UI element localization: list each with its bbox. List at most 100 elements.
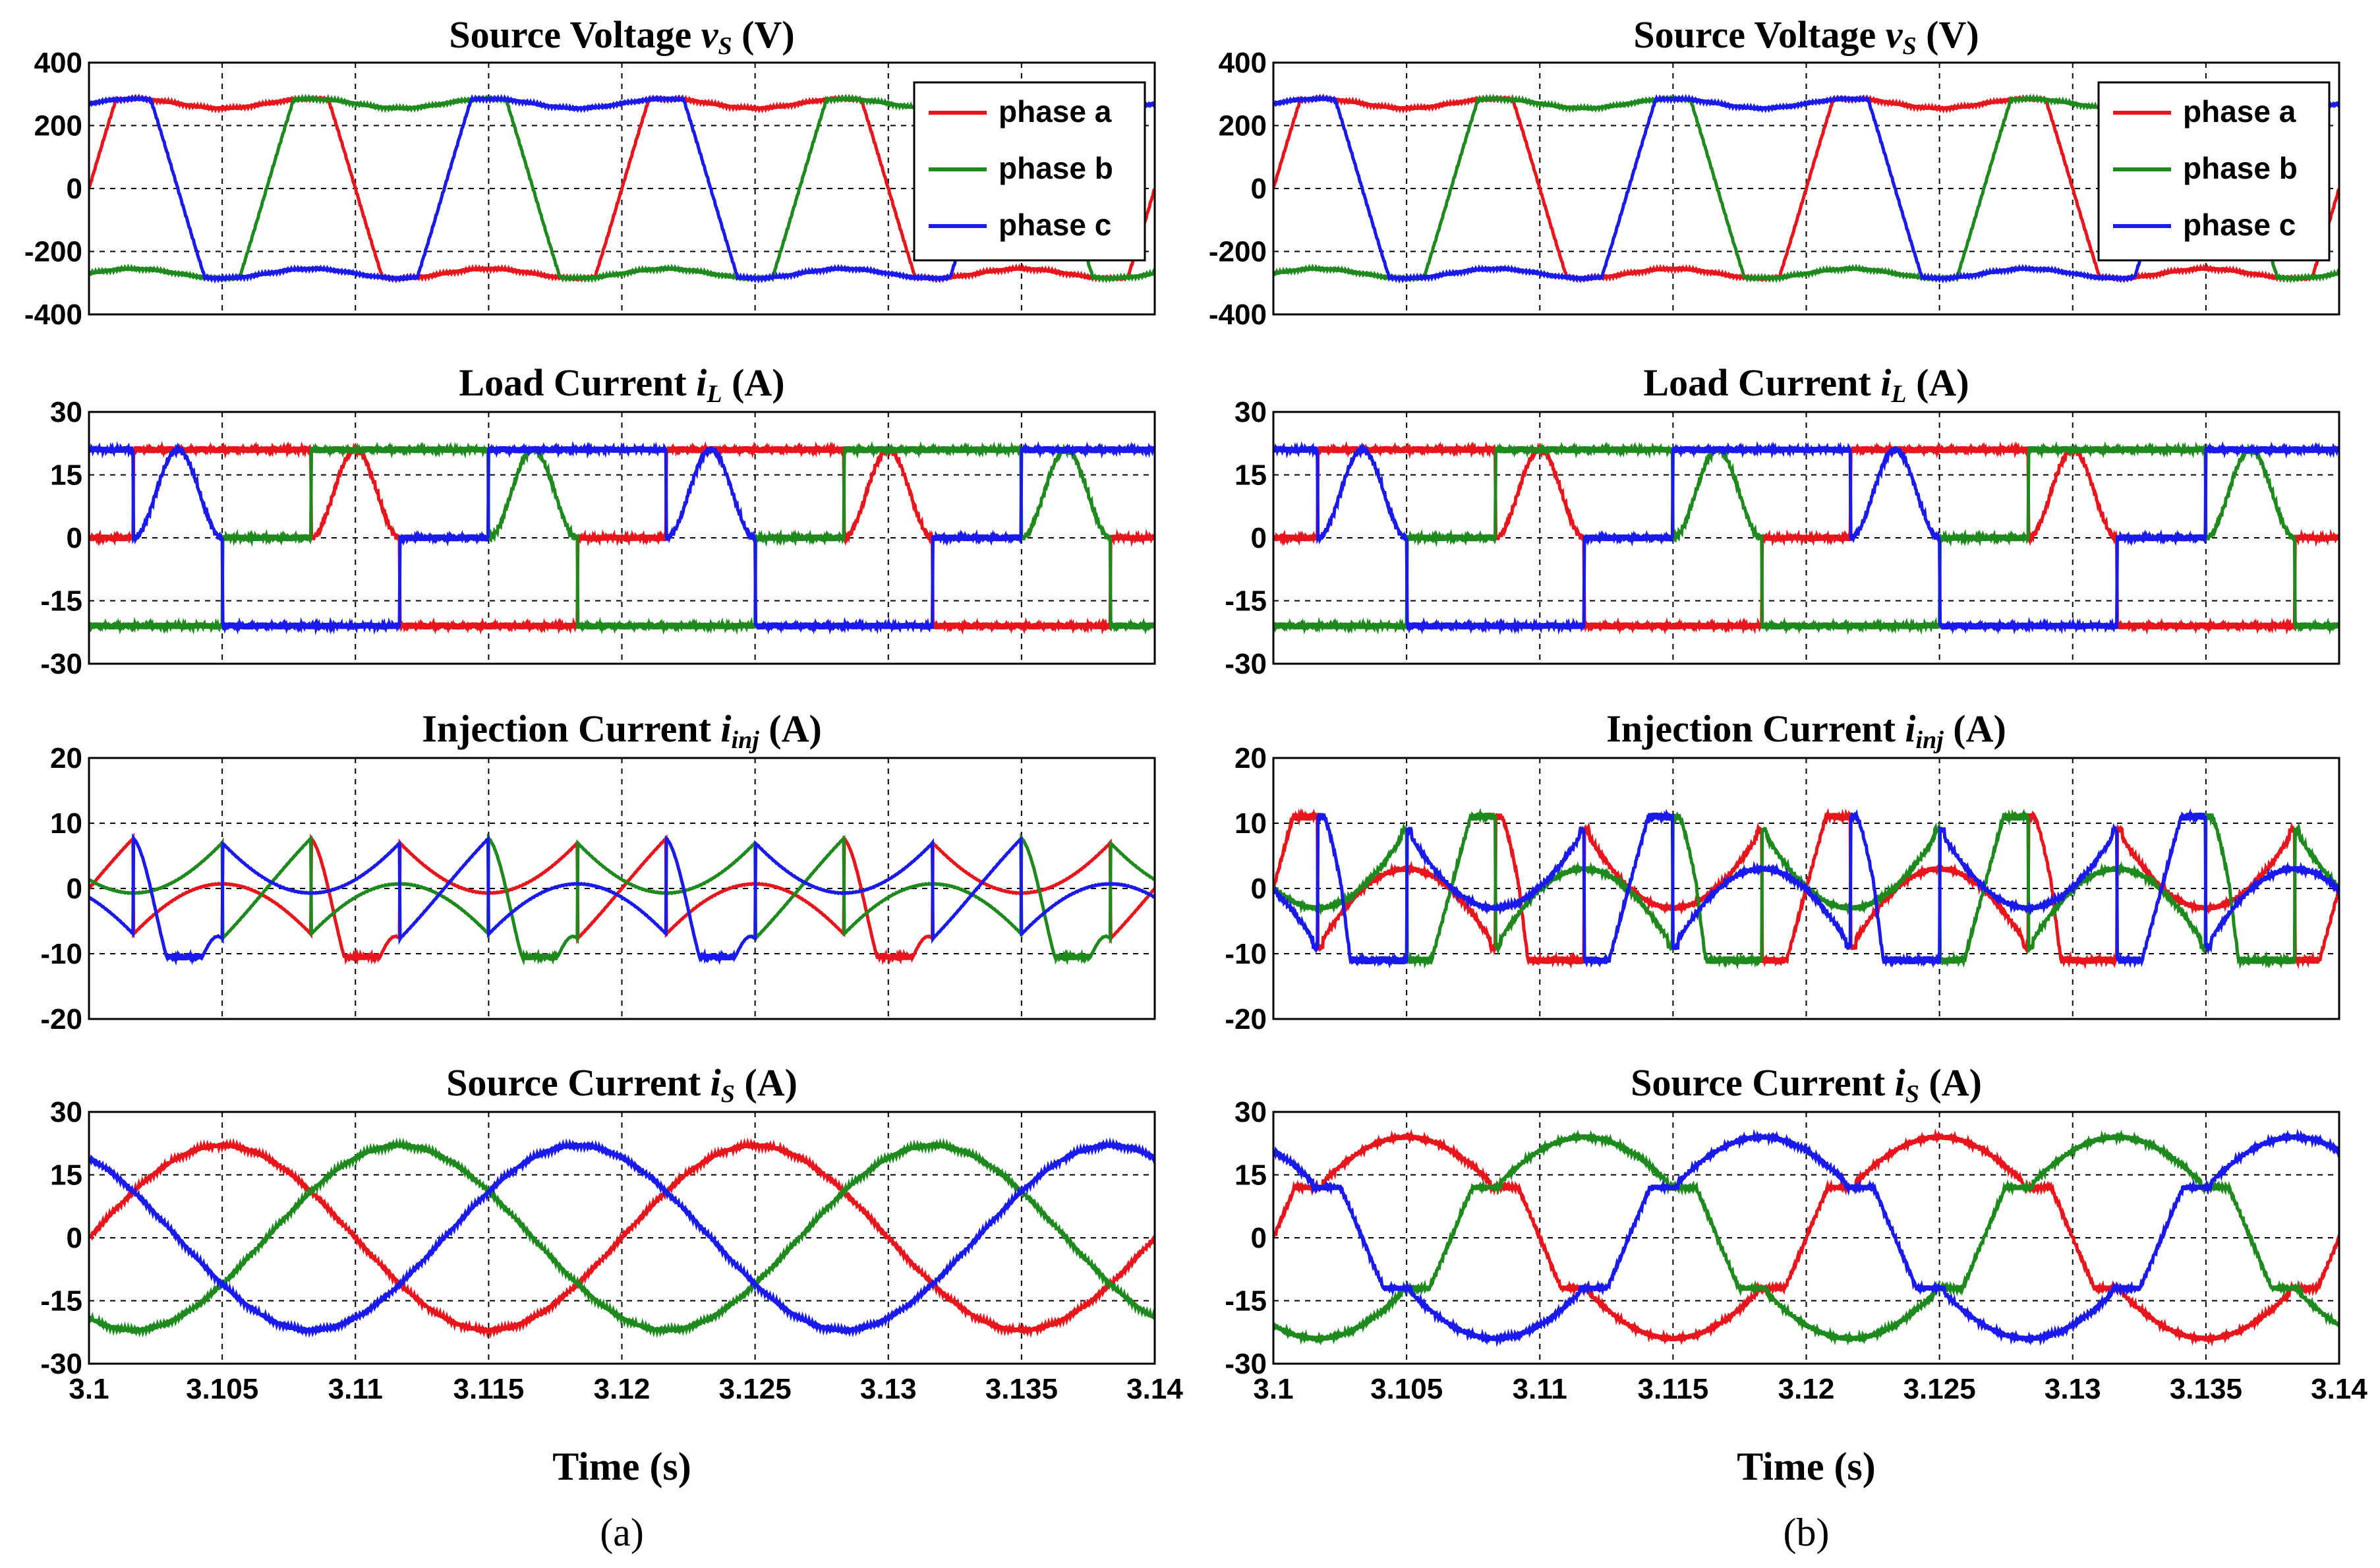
panel-a-3: Injection Current iinj (A) 20 10 0 -10 -20	[40, 707, 1156, 1035]
y-tick-label: 30	[1234, 396, 1267, 428]
y-tick-label: 15	[1234, 459, 1267, 492]
y-tick-label: 30	[50, 396, 82, 428]
y-tick-label: 0	[1251, 522, 1267, 554]
y-tick-label: -15	[40, 585, 82, 618]
y-tick-label: -400	[24, 299, 82, 331]
y-tick-label: 0	[67, 873, 82, 905]
series-phase-a	[1273, 93, 2339, 283]
panel-title: Load Current iL (A)	[1643, 361, 1969, 408]
panel-title: Source Current iS (A)	[446, 1061, 798, 1108]
series-phase-b	[89, 441, 1155, 635]
panel-a-2: Load Current iL (A) 30 15 0 -15 -30	[40, 361, 1156, 680]
y-tick-label: 0	[1251, 1222, 1267, 1254]
y-tick-label: 0	[1251, 173, 1267, 205]
x-tick-label: 3.125	[719, 1373, 792, 1405]
y-tick-label: -30	[40, 648, 82, 680]
axes-frame	[88, 411, 1156, 665]
legend-label: phase b	[999, 151, 1113, 185]
series-phase-b	[89, 1137, 1155, 1339]
y-tick-label: -15	[1225, 1285, 1267, 1318]
axes-frame	[1272, 61, 2340, 316]
panel-title: Injection Current iinj (A)	[1606, 707, 2006, 754]
series-phase-a	[1273, 440, 2339, 635]
legend: phase a phase b phase c	[913, 81, 1146, 262]
y-tick-label: -20	[1225, 1003, 1267, 1035]
panel-title: Load Current iL (A)	[459, 361, 784, 408]
x-tick-label: 3.14	[1126, 1373, 1183, 1405]
legend-label: phase a	[999, 94, 1112, 129]
x-tick-label: 3.135	[2170, 1373, 2242, 1405]
y-tick-label: -30	[1225, 1348, 1267, 1380]
x-tick-label: 3.11	[1513, 1373, 1567, 1405]
panel-title: Source Current iS (A)	[1631, 1061, 1982, 1108]
axes-frame	[1272, 411, 2340, 665]
y-tick-label: 0	[67, 1222, 82, 1254]
y-tick-label: 200	[34, 110, 82, 142]
panel-a-4: Source Current iS (A) 30 15 0 -15 -30	[40, 1061, 1156, 1380]
subfigure-label: (b)	[1784, 1511, 1830, 1554]
panel-a-1: Source Voltage vS (V) 400 200 0 -200 -400 phas…	[24, 13, 1156, 331]
y-tick-label: 15	[50, 1159, 82, 1192]
y-tick-label: -200	[1209, 236, 1267, 268]
legend: phase a phase b phase c	[2097, 81, 2331, 262]
axes-frame	[88, 1111, 1156, 1365]
y-tick-label: -30	[40, 1348, 82, 1380]
series-phase-b	[1273, 441, 2339, 635]
x-tick-label: 3.115	[1638, 1373, 1709, 1405]
y-tick-label: -15	[40, 1285, 82, 1318]
y-tick-label: -10	[1225, 938, 1267, 970]
legend-label: phase a	[2183, 94, 2296, 129]
y-tick-label: -200	[24, 236, 82, 268]
series-phase-c	[1273, 1128, 2339, 1348]
subfigure-label: (a)	[600, 1511, 644, 1554]
y-tick-label: 0	[1251, 873, 1267, 905]
series-phase-a	[1273, 1128, 2339, 1347]
y-tick-label: -400	[1209, 299, 1267, 331]
panel-b-1: Source Voltage vS (V) 400 200 0 -200 -400 phas…	[1209, 13, 2340, 331]
x-tick-label: 3.125	[1903, 1373, 1976, 1405]
y-tick-label: -15	[1225, 585, 1267, 618]
x-tick-label: 3.12	[1778, 1373, 1835, 1405]
x-axis-label: Time (s)	[1737, 1445, 1876, 1488]
legend-label: phase c	[999, 208, 1111, 242]
x-tick-label: 3.13	[860, 1373, 917, 1405]
panel-title: Source Voltage vS (V)	[449, 13, 794, 60]
x-axis-label: Time (s)	[552, 1445, 691, 1488]
series-phase-b	[1273, 1129, 2339, 1346]
x-tick-label: 3.1	[69, 1373, 109, 1405]
y-tick-label: 10	[1234, 807, 1267, 840]
x-tick-label: 3.1	[1253, 1373, 1293, 1405]
legend-label: phase c	[2183, 208, 2296, 242]
x-tick-label: 3.12	[594, 1373, 651, 1405]
series-phase-a	[89, 93, 1155, 283]
y-tick-label: 20	[50, 742, 82, 774]
y-tick-label: 200	[1219, 110, 1267, 142]
series-phase-a	[89, 832, 1155, 966]
series-phase-c	[89, 1137, 1155, 1338]
panel-b-3: Injection Current iinj (A) 20 10 0 -10 -20	[1225, 707, 2340, 1035]
y-tick-label: 0	[67, 173, 82, 205]
axes-frame	[88, 61, 1156, 316]
series-phase-c	[1273, 440, 2339, 635]
y-tick-label: 10	[50, 807, 82, 840]
axes-frame	[1272, 757, 2340, 1020]
x-tick-label: 3.135	[985, 1373, 1058, 1405]
y-tick-label: 0	[67, 522, 82, 554]
x-tick-label: 3.105	[1370, 1373, 1443, 1405]
y-tick-label: 400	[34, 47, 82, 79]
series-phase-c	[89, 833, 1155, 966]
y-tick-label: 15	[50, 459, 82, 492]
y-tick-label: -20	[40, 1003, 82, 1035]
panel-b-4: Source Current iS (A) 30 15 0 -15 -30	[1225, 1061, 2340, 1380]
y-tick-label: 20	[1234, 742, 1267, 774]
x-tick-label: 3.11	[328, 1373, 383, 1405]
series-phase-a	[89, 440, 1155, 635]
panel-title: Source Voltage vS (V)	[1633, 13, 1979, 60]
y-tick-label: 15	[1234, 1159, 1267, 1192]
panel-b-2: Load Current iL (A) 30 15 0 -15 -30	[1225, 361, 2340, 680]
x-tick-label: 3.14	[2311, 1373, 2367, 1405]
x-tick-label: 3.13	[2045, 1373, 2101, 1405]
panel-title: Injection Current iinj (A)	[422, 707, 822, 754]
series-phase-a	[89, 1137, 1155, 1339]
x-tick-label: 3.105	[186, 1373, 258, 1405]
